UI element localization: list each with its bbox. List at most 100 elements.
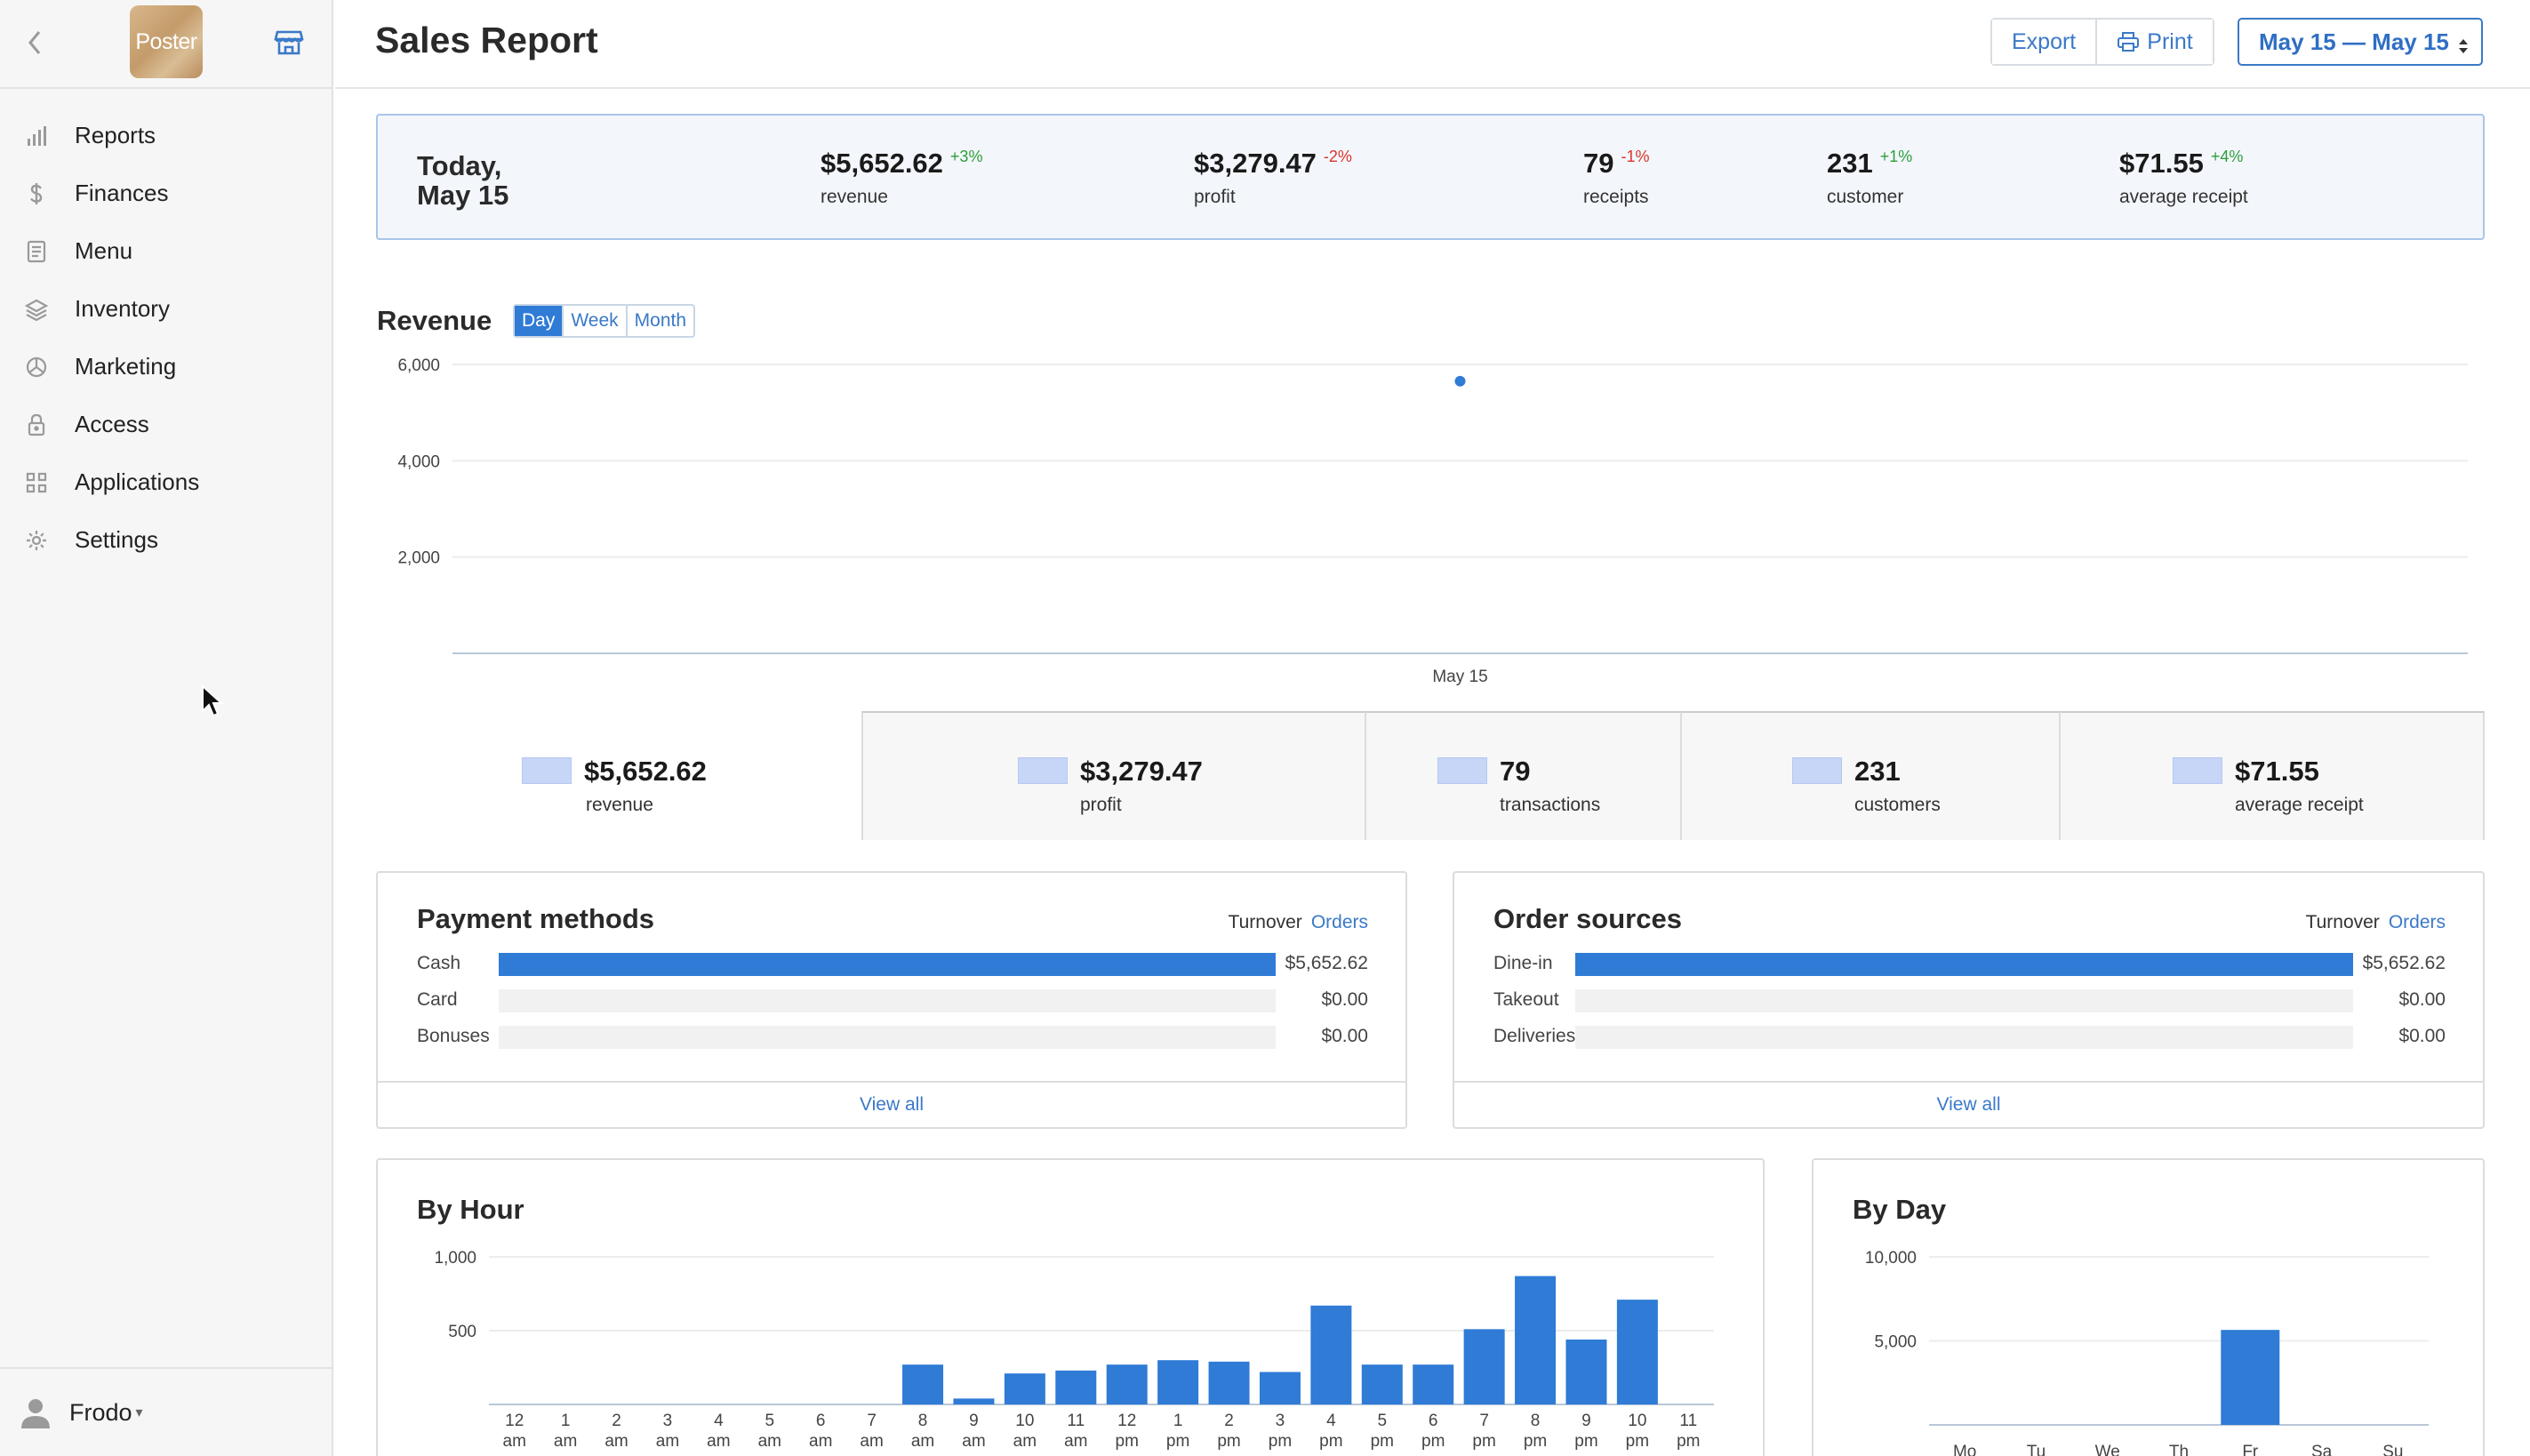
bar-value: $5,652.62 <box>1285 953 1368 973</box>
period-switcher: Day Week Month <box>513 304 696 338</box>
x-tick-label-period: pm <box>1677 1432 1700 1451</box>
summary-label: average receipt <box>2119 187 2248 207</box>
sidebar-item-inventory[interactable]: Inventory <box>0 280 332 338</box>
pie-icon <box>25 356 48 379</box>
bar-label: Cash <box>417 953 461 973</box>
summary-card: Today, May 15 $5,652.62 +3% revenue $3,27… <box>376 114 2485 240</box>
x-tick-label: Su <box>2382 1443 2403 1456</box>
x-tick-label: 12 <box>1117 1412 1136 1430</box>
bar-row: Bonuses $0.00 <box>417 1026 1368 1049</box>
export-button[interactable]: Export <box>1992 20 2096 64</box>
store-icon[interactable] <box>274 27 304 57</box>
bar-row: Cash $5,652.62 <box>417 953 1368 976</box>
bar <box>1616 1300 1658 1404</box>
y-tick-label: 2,000 <box>397 549 440 568</box>
metric-swatch <box>2173 757 2222 784</box>
toggle-orders[interactable]: Orders <box>2388 912 2446 932</box>
sidebar-item-marketing[interactable]: Marketing <box>0 338 332 396</box>
x-tick-label: 7 <box>867 1412 877 1430</box>
metric-tab-revenue[interactable]: $5,652.62 revenue <box>376 711 861 840</box>
bar <box>1055 1370 1097 1404</box>
sidebar-item-label: Finances <box>75 180 169 206</box>
summary-profit: $3,279.47 -2% profit <box>1194 148 1352 208</box>
metric-label: profit <box>1080 795 1122 815</box>
sidebar-item-applications[interactable]: Applications <box>0 453 332 511</box>
x-tick-label-period: pm <box>1472 1432 1495 1451</box>
metric-label: customers <box>1854 795 1941 815</box>
sidebar-item-label: Applications <box>75 468 200 495</box>
x-tick-label-period: pm <box>1116 1432 1139 1451</box>
bar-row: Deliveries $0.00 <box>1493 1026 2446 1049</box>
card-title: By Hour <box>417 1194 524 1225</box>
bar <box>1413 1364 1454 1404</box>
lock-icon <box>25 413 48 436</box>
x-tick-label: 9 <box>1581 1412 1591 1430</box>
x-tick-label: 10 <box>1015 1412 1034 1430</box>
print-button[interactable]: Print <box>2095 20 2213 64</box>
x-tick-label: 6 <box>816 1412 826 1430</box>
chevron-left-icon[interactable] <box>23 27 48 59</box>
x-tick-label-period: pm <box>1319 1432 1342 1451</box>
card-title: Order sources <box>1493 903 1682 934</box>
bar-track <box>499 989 1276 1012</box>
date-range-picker[interactable]: May 15 — May 15 <box>2238 18 2483 66</box>
bar-value: $0.00 <box>2398 989 2446 1010</box>
summary-label: receipts <box>1583 187 1649 207</box>
bar <box>1259 1372 1301 1404</box>
order-sources-card: Order sources Turnover Orders Dine-in $5,… <box>1453 871 2485 1129</box>
sidebar-item-settings[interactable]: Settings <box>0 511 332 569</box>
x-tick-label-period: pm <box>1626 1432 1649 1451</box>
sidebar-nav: Reports Finances Menu Inventory <box>0 89 332 569</box>
x-tick-label: Fr <box>2242 1443 2259 1456</box>
x-tick-label-period: am <box>809 1432 832 1451</box>
metric-tab-transactions[interactable]: 79 transactions <box>1365 711 1680 840</box>
y-tick-label: 500 <box>448 1323 476 1341</box>
sidebar-item-reports[interactable]: Reports <box>0 107 332 164</box>
x-tick-label: 12 <box>505 1412 524 1430</box>
summary-label: revenue <box>821 187 888 207</box>
bar-value: $0.00 <box>2398 1026 2446 1046</box>
sidebar-item-label: Menu <box>75 237 133 264</box>
chevron-down-icon: ▾ <box>135 1405 143 1420</box>
bar <box>1004 1373 1045 1404</box>
tab-month[interactable]: Month <box>625 306 693 336</box>
user-menu[interactable]: Frodo ▾ <box>0 1367 332 1456</box>
mouse-pointer-icon <box>201 684 224 720</box>
revenue-chart: 2,000 4,000 6,000 May 15 <box>397 356 2468 686</box>
toggle-orders[interactable]: Orders <box>1310 912 1368 932</box>
view-all-link[interactable]: View all <box>1454 1081 2483 1127</box>
toggle-turnover[interactable]: Turnover <box>1228 912 1302 932</box>
bar-fill <box>1575 953 2353 976</box>
metric-tabs: $5,652.62 revenue $3,279.47 profit 79 tr… <box>376 711 2485 840</box>
tab-day[interactable]: Day <box>515 306 563 336</box>
sidebar-item-access[interactable]: Access <box>0 396 332 453</box>
metric-tab-average-receipt[interactable]: $71.55 average receipt <box>2059 711 2485 840</box>
summary-change: -1% <box>1621 148 1650 165</box>
summary-average-receipt: $71.55 +4% average receipt <box>2119 148 2248 208</box>
layers-icon <box>25 298 48 321</box>
sidebar-item-menu[interactable]: Menu <box>0 222 332 280</box>
metric-tab-customers[interactable]: 231 customers <box>1680 711 2059 840</box>
x-tick-label: 3 <box>1276 1412 1285 1430</box>
page-title: Sales Report <box>375 20 598 60</box>
x-tick-label: Th <box>2169 1443 2189 1456</box>
y-tick-label: 4,000 <box>397 452 440 471</box>
x-tick-label-period: pm <box>1524 1432 1547 1451</box>
summary-value: 79 <box>1583 148 1614 179</box>
export-print-group: Export Print <box>1990 18 2214 66</box>
bar-track <box>1575 989 2353 1012</box>
tab-week[interactable]: Week <box>562 306 625 336</box>
summary-revenue: $5,652.62 +3% revenue <box>821 148 982 208</box>
x-tick-label: 4 <box>1326 1412 1336 1430</box>
metric-tab-profit[interactable]: $3,279.47 profit <box>861 711 1365 840</box>
toggle-turnover[interactable]: Turnover <box>2305 912 2380 932</box>
view-all-link[interactable]: View all <box>378 1081 1405 1127</box>
x-tick-label: May 15 <box>1432 668 1487 686</box>
bar <box>2221 1330 2280 1425</box>
poster-logo[interactable]: Poster <box>130 5 203 78</box>
x-tick-label: We <box>2095 1443 2120 1456</box>
x-tick-label-period: pm <box>1166 1432 1189 1451</box>
summary-receipts: 79 -1% receipts <box>1583 148 1650 208</box>
x-tick-label: 2 <box>1224 1412 1234 1430</box>
sidebar-item-finances[interactable]: Finances <box>0 164 332 222</box>
